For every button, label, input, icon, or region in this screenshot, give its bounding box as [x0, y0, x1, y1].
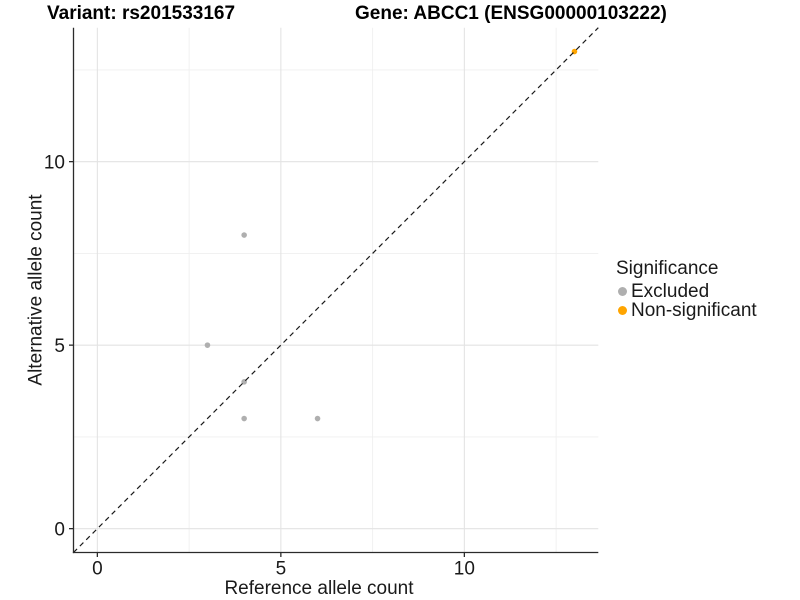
x-tick-label: 10 [454, 559, 475, 580]
data-point-excluded [241, 232, 247, 238]
legend-item-excluded: Excluded [616, 282, 757, 301]
x-tick-label: 0 [92, 559, 103, 580]
plot-title-variant: Variant: rs201533167 [47, 3, 236, 24]
legend-label: Non-significant [631, 300, 757, 321]
legend-label: Excluded [631, 281, 710, 302]
y-tick-label: 0 [54, 520, 65, 541]
x-axis-title: Reference allele count [224, 578, 414, 599]
legend-dot-icon [618, 287, 627, 296]
data-point-excluded [241, 415, 247, 422]
data-point-excluded [314, 415, 321, 422]
data-point-excluded [204, 342, 211, 348]
y-tick-label: 10 [44, 153, 65, 174]
identity-line [73, 27, 599, 553]
plot-title-gene: Gene: ABCC1 (ENSG00000103222) [355, 3, 667, 24]
legend: Significance Excluded Non-significant [616, 259, 757, 320]
legend-item-non-significant: Non-significant [616, 301, 757, 320]
legend-items: Excluded Non-significant [616, 282, 757, 320]
y-axis-title: Alternative allele count [25, 194, 47, 386]
x-tick-label: 5 [276, 559, 287, 580]
legend-title: Significance [616, 258, 719, 279]
legend-dot-icon [618, 306, 627, 315]
y-tick-label: 5 [54, 336, 65, 357]
